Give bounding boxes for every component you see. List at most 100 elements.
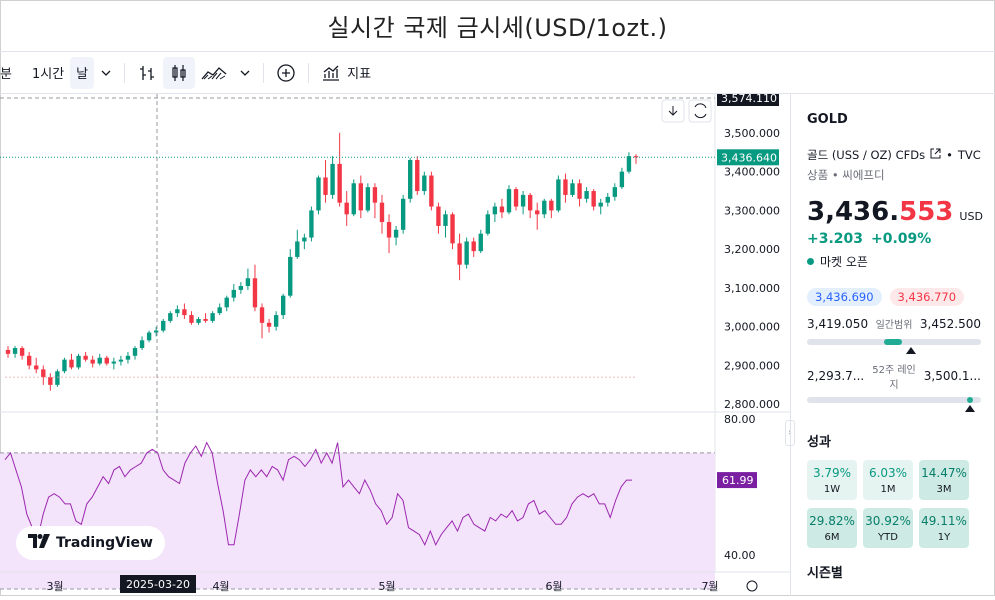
- price-tick-label: 3,000.000: [724, 321, 780, 334]
- rsi-tick-label: 80.00: [724, 413, 756, 426]
- seasonal-title: 시즌별: [807, 566, 843, 581]
- candle-body: [549, 200, 554, 211]
- chart-area[interactable]: 2,800.000 2,900.000 3,000.000 3,100.000 3,20…: [0, 90, 790, 596]
- arrow-down-icon: [668, 106, 678, 116]
- rsi-last-tag-label: 61.99: [722, 474, 754, 487]
- candle-body: [104, 357, 109, 364]
- crosshair-date-tag: [120, 575, 196, 593]
- candle-body: [245, 278, 251, 287]
- day-low: 3,419.050: [807, 316, 869, 331]
- candle-body: [626, 156, 632, 172]
- performance-value: 29.82%: [809, 513, 855, 528]
- tradingview-logo[interactable]: TradingView: [16, 526, 165, 560]
- price-chart[interactable]: 2,800.000 2,900.000 3,000.000 3,100.000 3,20…: [0, 90, 790, 596]
- year-range-bar: [807, 397, 981, 412]
- day-range-marker: [906, 347, 917, 354]
- candle-body: [281, 295, 286, 316]
- candle-body: [365, 187, 371, 211]
- candle-body: [12, 348, 18, 354]
- candle-body: [570, 183, 575, 195]
- price-tick-label: 2,800.000: [724, 398, 780, 411]
- candle-body: [400, 198, 406, 230]
- candle-body: [386, 222, 392, 238]
- candle-body: [238, 286, 244, 290]
- price-fraction: 553: [899, 197, 954, 227]
- candle-style-icon[interactable]: [163, 56, 196, 89]
- candle-body: [527, 194, 533, 211]
- add-compare-icon[interactable]: [270, 57, 302, 89]
- candle-body: [266, 322, 272, 327]
- candle-body: [563, 179, 568, 195]
- price-tick-label: 3,500.000: [724, 127, 780, 140]
- candle-body: [146, 332, 152, 341]
- candle-body: [542, 200, 547, 215]
- candle-body: [252, 278, 258, 308]
- candle-body: [422, 175, 427, 192]
- performance-label: 1Y: [937, 531, 951, 543]
- performance-label: 3M: [936, 483, 952, 495]
- candle-body: [231, 289, 236, 298]
- candle-body: [556, 179, 561, 211]
- year-high: 3,500.1...: [923, 369, 981, 383]
- candle-body: [182, 309, 187, 316]
- last-price-tag: [717, 149, 779, 166]
- interval-1hour[interactable]: 1시간: [31, 67, 65, 82]
- indicators-icon: [321, 63, 341, 83]
- area-chart-icon[interactable]: [195, 57, 233, 89]
- candle-body: [344, 202, 349, 215]
- candle-body: [97, 357, 102, 364]
- candle-body: [577, 183, 582, 199]
- performance-cell-3m[interactable]: 14.47% 3M: [919, 460, 969, 500]
- performance-value: 49.11%: [921, 513, 967, 528]
- performance-cell-ytd[interactable]: 30.92% YTD: [863, 508, 913, 548]
- external-link-icon[interactable]: [930, 148, 941, 162]
- candle-body: [598, 202, 603, 207]
- price-change: +3.203 +0.09%: [807, 231, 981, 247]
- candle-body: [584, 191, 589, 199]
- candle-body: [196, 318, 201, 323]
- candle-body: [309, 210, 314, 238]
- market-status-text: 마켓 오픈: [820, 255, 868, 269]
- performance-cell-6m[interactable]: 29.82% 6M: [807, 508, 857, 548]
- candle-body: [273, 315, 279, 327]
- performance-title: 성과: [807, 435, 831, 450]
- indicators-button[interactable]: 지표: [315, 57, 377, 89]
- chevron-down-icon[interactable]: [233, 57, 257, 89]
- performance-cell-1w[interactable]: 3.79% 1W: [807, 460, 857, 500]
- performance-cell-1m[interactable]: 6.03% 1M: [863, 460, 913, 500]
- candle-body: [499, 206, 505, 213]
- interval-day[interactable]: 날: [70, 56, 95, 89]
- day-range-label: 일간범위: [875, 320, 913, 331]
- toolbar-divider: [263, 62, 265, 83]
- performance-label: 6M: [824, 531, 840, 543]
- symbol-description-text[interactable]: 골드 (USS / OZ) CFDs: [807, 148, 926, 162]
- candle-body: [90, 359, 95, 364]
- performance-cell-1y[interactable]: 49.11% 1Y: [919, 508, 969, 548]
- day-range-bar: [807, 339, 981, 354]
- ask-price: 3,436.770: [889, 288, 965, 306]
- price-main: 3,436.: [807, 197, 900, 227]
- rsi-tick-label: 40.00: [724, 549, 756, 562]
- candle-body: [520, 194, 526, 207]
- candle-body: [132, 348, 138, 356]
- bar-chart-style-icon[interactable]: [131, 57, 163, 89]
- candle-body: [153, 330, 159, 333]
- chart-toolbar: 분 1시간 날 지표: [0, 52, 995, 94]
- interval-minute[interactable]: 분: [0, 67, 12, 82]
- candle-body: [161, 320, 166, 331]
- candle-body: [535, 210, 540, 215]
- candle-body: [450, 214, 455, 244]
- candle-body: [83, 355, 88, 360]
- change-pct: +0.09%: [871, 231, 932, 247]
- reset-button: [688, 99, 712, 123]
- candle-body: [457, 243, 462, 265]
- candle-body: [118, 359, 124, 362]
- chevron-down-icon[interactable]: [94, 57, 118, 89]
- dot-separator: •: [946, 148, 953, 162]
- year-range-row: 2,293.7... 52주 레인지 3,500.1...: [807, 361, 981, 391]
- candle-body: [41, 369, 46, 378]
- change-abs: +3.203: [807, 231, 864, 247]
- symbol-description: 골드 (USS / OZ) CFDs • TVC: [807, 147, 981, 163]
- candle-body: [19, 348, 25, 356]
- bid-price: 3,436.690: [807, 288, 882, 306]
